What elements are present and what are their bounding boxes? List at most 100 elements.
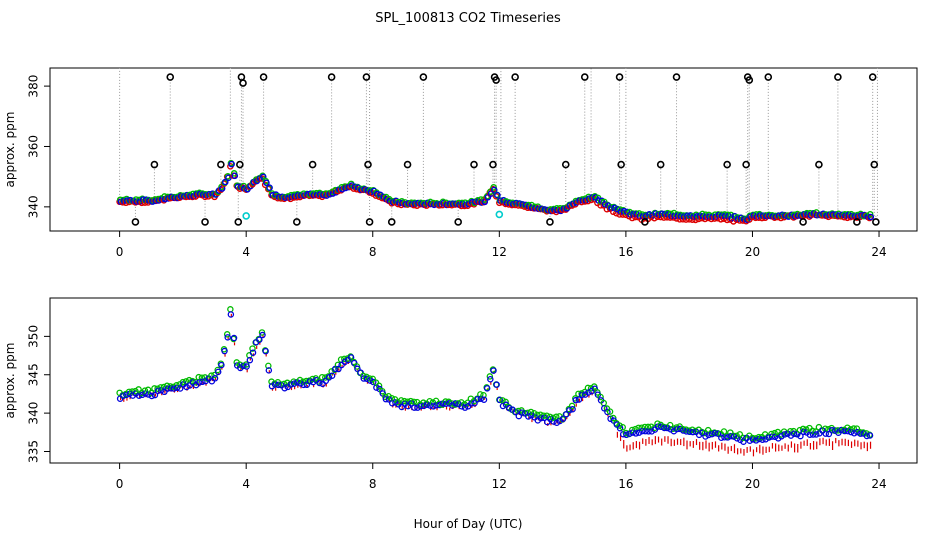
bottom-series-green-point (296, 376, 304, 384)
bottom-series-green-point (303, 377, 310, 385)
bottom-series-blue-point (262, 347, 269, 355)
bottom-series-green-point (341, 355, 348, 363)
top-x-tick-label: 8 (369, 245, 377, 259)
outlier-point (868, 73, 877, 81)
bottom-series-green-point (543, 412, 551, 420)
bottom-series-blue-point (553, 419, 561, 427)
bottom-series-blue-point (759, 436, 766, 443)
outlier-point (201, 218, 209, 226)
bottom-y-tick-label: 350 (27, 325, 41, 348)
bottom-series-blue-point (243, 363, 250, 370)
top-panel: 0 4 8 12 16 20 24 340 360 380 approx. ppm (3, 67, 918, 259)
top-series-red-point (581, 198, 589, 205)
bottom-series-blue-point (569, 405, 576, 413)
bottom-panel: 0 4 8 12 16 20 24 335 340 345 350 approx. ppm (3, 297, 918, 491)
bottom-series-blue-point (246, 356, 254, 364)
bottom-series-green-point (847, 426, 854, 433)
outlier-point (489, 160, 497, 169)
bottom-series-blue-point (838, 426, 845, 434)
bottom-series-blue-point (335, 365, 342, 373)
bottom-series-blue-point (249, 349, 257, 356)
bottom-series-green-point (597, 393, 604, 401)
top-series-green-point (866, 210, 874, 218)
bottom-series-green-point (258, 329, 266, 336)
bottom-series-green-point (486, 373, 494, 380)
bottom-series-green-point (733, 432, 740, 440)
bottom-series-blue-point (702, 433, 709, 440)
bottom-series-blue-point (600, 405, 608, 412)
outlier-point (293, 218, 301, 226)
bottom-x-tick-label: 12 (492, 477, 507, 491)
bottom-series-blue-point (328, 372, 336, 379)
bottom-x-tick-label: 20 (745, 477, 760, 491)
bottom-plot-frame (49, 297, 918, 464)
bottom-series-blue-point (430, 403, 437, 410)
x-axis-label: Hour of Day (UTC) (414, 517, 523, 531)
bottom-series-green-point (619, 423, 626, 431)
outlier-point (217, 160, 225, 169)
bottom-series-blue-point (151, 391, 159, 399)
bottom-series-blue-point (790, 430, 798, 438)
bottom-series-green-point (641, 423, 649, 431)
bottom-series-green-point (628, 426, 636, 434)
bottom-series-green-point (404, 398, 411, 405)
bottom-series-green-point (853, 425, 861, 432)
outlier-point (239, 79, 247, 87)
cyan-point (495, 210, 504, 219)
bottom-series-blue-point (496, 396, 504, 404)
bottom-series-blue-point (370, 378, 377, 386)
bottom-series-green-point (796, 426, 804, 434)
outlier-point (815, 160, 823, 169)
bottom-series-blue-point (483, 385, 491, 392)
outlier-point (561, 160, 570, 169)
bottom-series-blue-point (411, 404, 418, 411)
outlier-point (327, 73, 336, 81)
bottom-series-blue-point (604, 408, 611, 416)
top-x-tick-label: 4 (242, 245, 250, 259)
outlier-point (150, 160, 159, 169)
outlier-point (234, 218, 243, 226)
outlier-point (799, 218, 807, 226)
top-series-red-point (217, 186, 225, 194)
outlier-point (454, 218, 462, 226)
outlier-point (131, 218, 140, 226)
bottom-series-blue-point (575, 396, 583, 403)
bottom-series-green-point (581, 388, 589, 396)
bottom-series-blue-point (176, 385, 184, 392)
bottom-series-green-point (654, 420, 661, 427)
bottom-series-blue-point (487, 376, 494, 383)
bottom-series-blue-point (227, 311, 235, 318)
bottom-series-green-point (606, 408, 614, 415)
bottom-series-green-point (318, 373, 326, 381)
bottom-series-green-point (192, 379, 199, 386)
top-series-red-point (660, 214, 668, 221)
outlier-point (617, 160, 625, 169)
outlier-point (364, 160, 372, 169)
top-series-blue-point (266, 184, 273, 192)
outlier-point (259, 73, 268, 81)
outlier-point (403, 160, 412, 169)
bottom-series-green-point (334, 361, 342, 369)
bottom-series-blue-point (281, 384, 288, 392)
outlier-point (672, 73, 681, 81)
bottom-series-green-point (616, 422, 623, 429)
bottom-series-green-point (249, 345, 256, 352)
bottom-series-green-point (284, 379, 291, 387)
chart-title: SPL_100813 CO2 Timeseries (375, 11, 561, 26)
bottom-series-green-point (401, 397, 408, 405)
bottom-series-green-point (480, 391, 487, 399)
bottom-series-green-point (464, 399, 471, 406)
outlier-point (362, 73, 371, 81)
bottom-series-green-point (309, 375, 316, 383)
outlier-point (365, 218, 374, 226)
outlier-point (641, 218, 649, 226)
bottom-series-green-point (369, 375, 377, 383)
bottom-x-tick-label: 8 (369, 477, 377, 491)
top-series-blue-point (263, 179, 270, 187)
bottom-series-green-point (609, 414, 617, 422)
bottom-series-blue-point (480, 396, 488, 403)
bottom-series-green-point (666, 421, 674, 429)
top-series-green-point (727, 211, 735, 219)
bottom-series-blue-point (211, 375, 219, 382)
